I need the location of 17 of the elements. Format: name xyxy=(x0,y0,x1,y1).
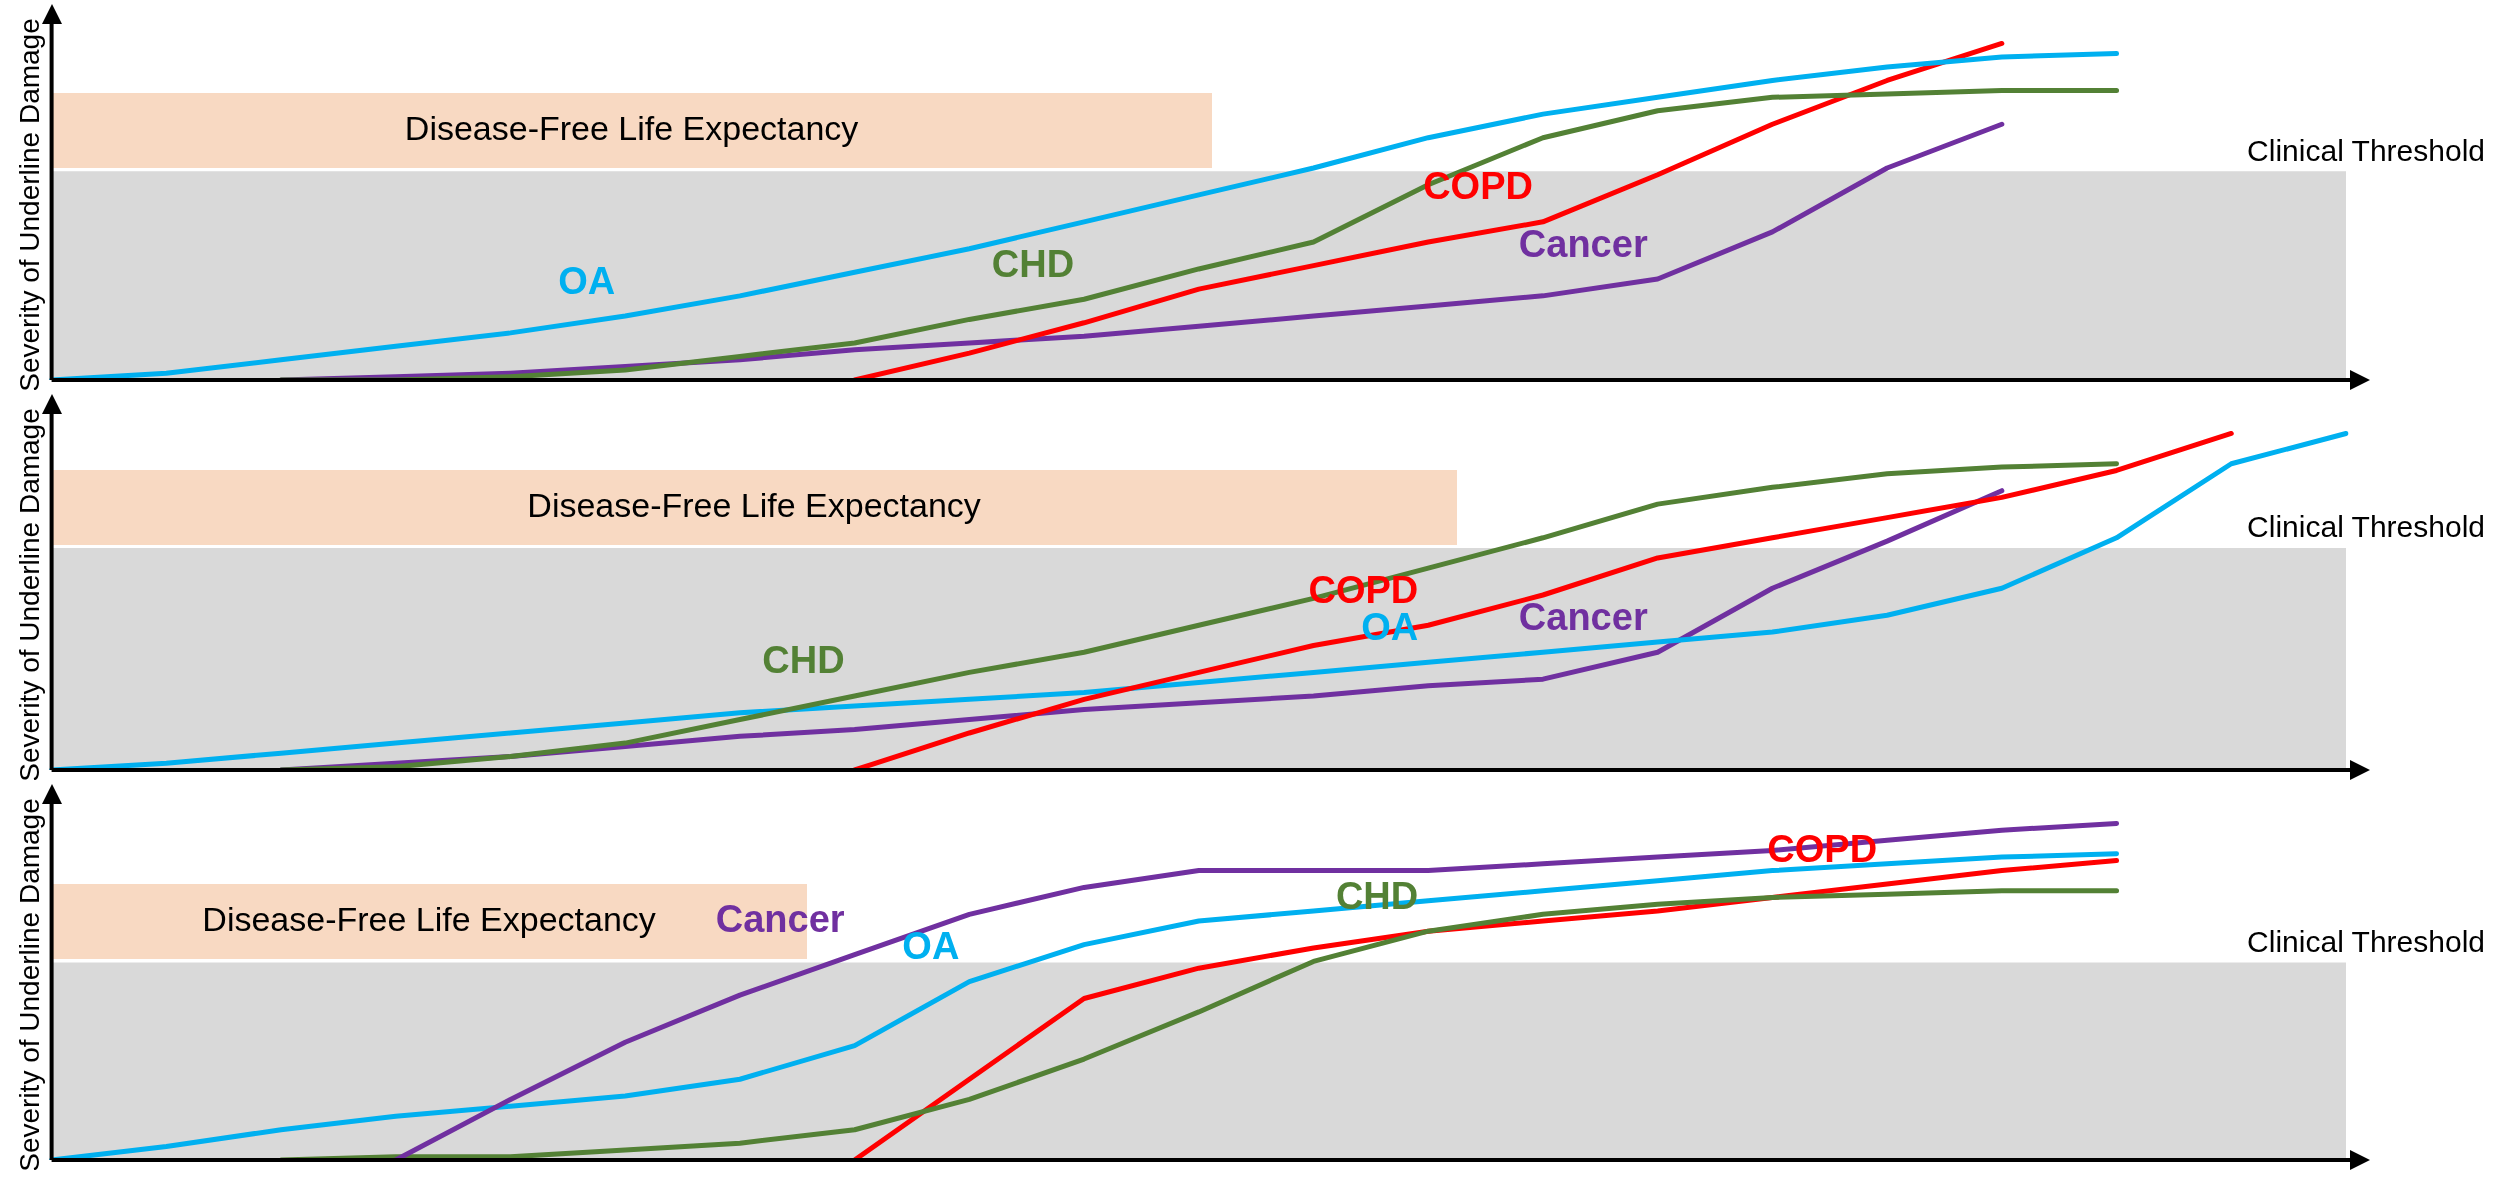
series-label: OA xyxy=(558,259,616,302)
series-label: Cancer xyxy=(1518,595,1648,638)
series-label: Cancer xyxy=(1518,222,1648,265)
annotation: Disease-Free Life Expectancy xyxy=(527,485,981,524)
annotation: Disease-Free Life Expectancy xyxy=(202,900,656,939)
annotation: Disease-Free Life Expectancy xyxy=(404,109,859,148)
band-label: Clinical Threshold xyxy=(2247,924,2485,958)
series-label: COPD xyxy=(1423,165,1533,208)
series-label: CHD xyxy=(762,639,845,682)
band-label: Clinical Threshold xyxy=(2247,510,2485,544)
series-label: Cancer xyxy=(715,898,845,941)
series-label: OA xyxy=(902,925,960,968)
band-label: Clinical Threshold xyxy=(2247,133,2485,167)
y-axis-title: Severity of Underline Damage xyxy=(13,798,45,1172)
series-label: CHD xyxy=(991,242,1075,285)
y-axis-title: Severity of Underline Damage xyxy=(13,18,45,392)
y-axis-title: Severity of Underline Damage xyxy=(13,408,45,782)
